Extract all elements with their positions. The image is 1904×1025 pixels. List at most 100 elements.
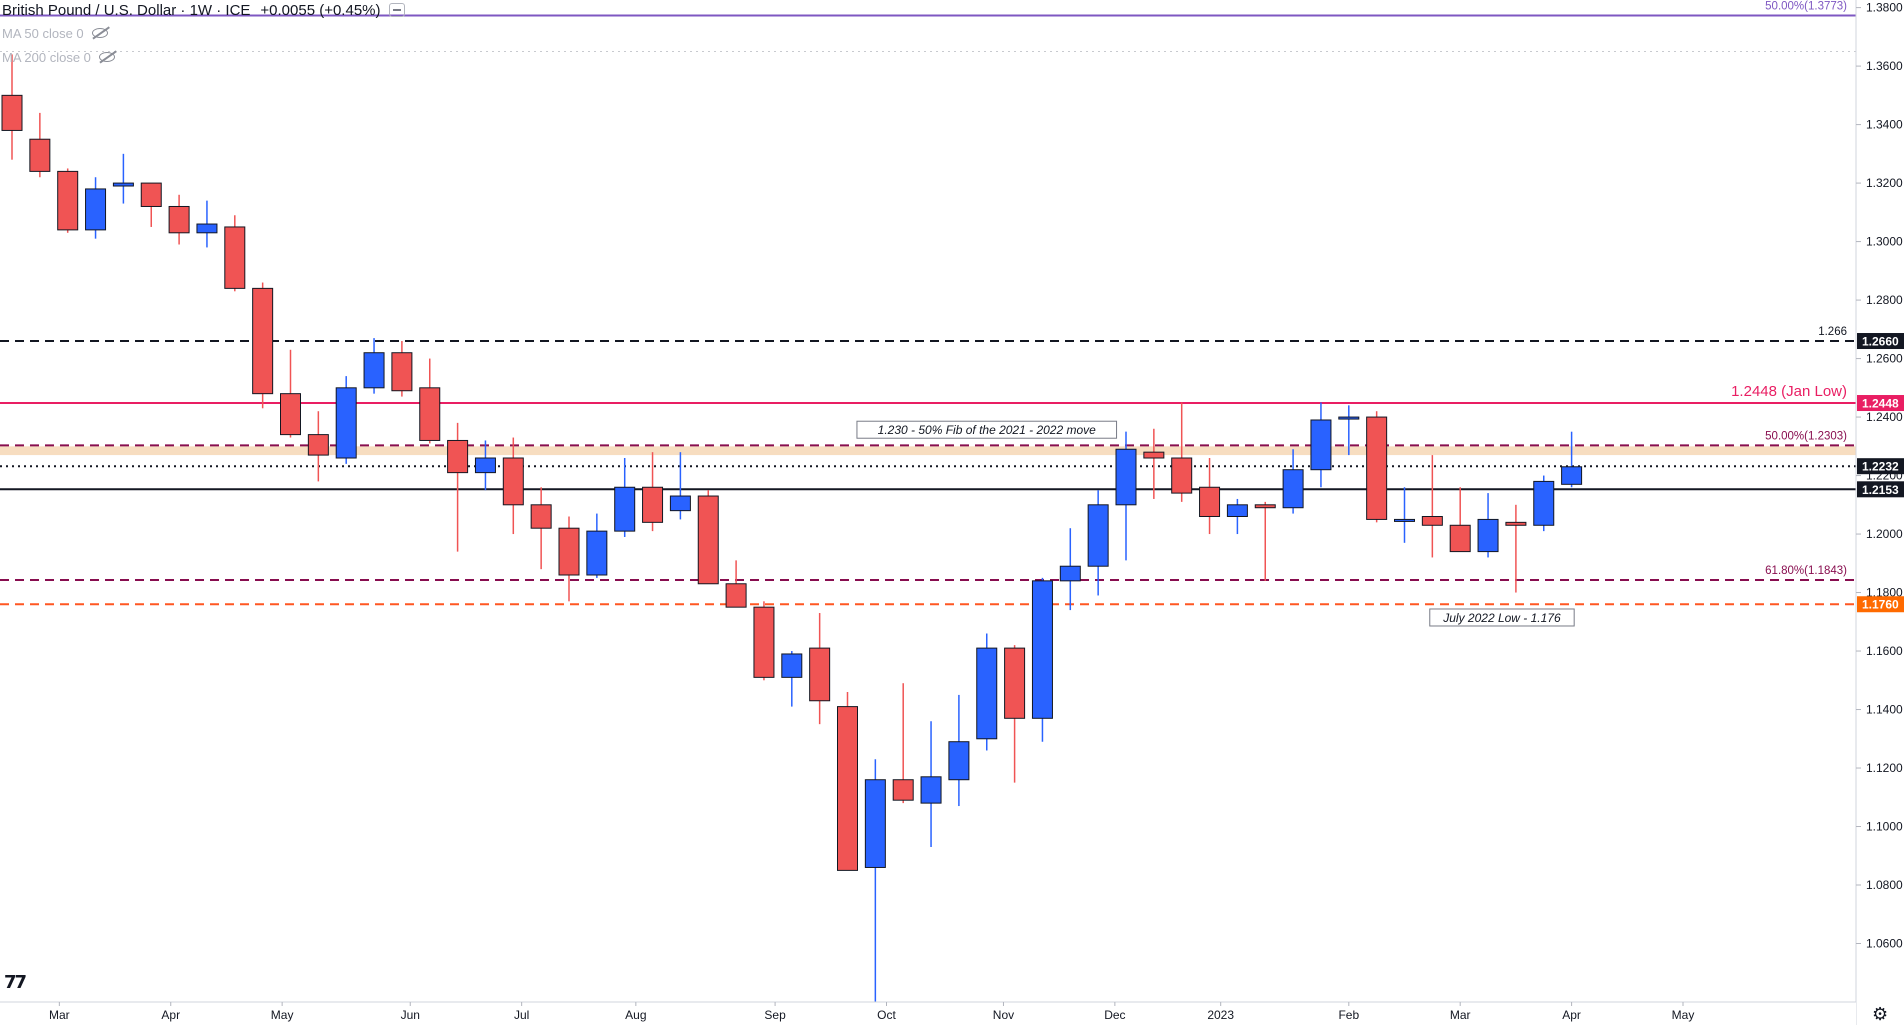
eye-hidden-icon[interactable]	[91, 28, 108, 38]
candle-body	[809, 647, 831, 702]
candle-body	[1366, 416, 1388, 520]
candle-body	[837, 706, 858, 871]
price-tick-label: 1.3800	[1866, 1, 1903, 15]
price-tick-label: 1.3200	[1866, 176, 1903, 190]
gear-icon[interactable]: ⚙	[1872, 1004, 1889, 1024]
time-tick-label: Dec	[1104, 1008, 1125, 1022]
collapse-icon[interactable]	[388, 3, 405, 18]
candle-body	[1087, 504, 1109, 567]
candle-body	[112, 182, 134, 187]
price-badge-label: 1.2232	[1862, 460, 1899, 474]
tradingview-logo-icon[interactable]: 77	[4, 972, 27, 993]
candle-body	[725, 583, 747, 608]
price-tick-label: 1.2400	[1866, 410, 1903, 424]
candle-body	[976, 647, 998, 740]
candle-body	[1, 94, 23, 131]
candle-body	[224, 226, 246, 289]
price-badge	[1857, 596, 1904, 613]
time-tick-label: Oct	[877, 1008, 896, 1022]
annotation-text: 1.230 - 50% Fib of the 2021 - 2022 move	[878, 423, 1096, 437]
price-badge-label: 1.1760	[1862, 598, 1899, 612]
candle-body	[85, 188, 107, 231]
candle-body	[1310, 419, 1332, 471]
price-tick-label: 1.3600	[1866, 59, 1903, 73]
time-tick-label: Jun	[401, 1008, 420, 1022]
candle-body	[1031, 580, 1053, 719]
annotation-box	[856, 420, 1118, 439]
fib-zone-band	[0, 446, 1856, 456]
candle-body	[781, 653, 803, 678]
candle-body	[363, 352, 385, 389]
candle-body	[419, 387, 441, 441]
price-tick-label: 1.2800	[1866, 293, 1903, 307]
candle-body	[140, 182, 162, 207]
candle-body	[1338, 416, 1360, 420]
price-tick-label: 1.1800	[1866, 586, 1903, 600]
price-tick-label: 1.2000	[1866, 527, 1903, 541]
level-label: 1.266	[1818, 326, 1847, 338]
time-tick-label: Aug	[625, 1008, 646, 1022]
candle-body	[447, 439, 469, 474]
candle-body	[307, 434, 329, 456]
time-axis-bg	[0, 1002, 1856, 1025]
indicator-ma200[interactable]: MA 200 close 0	[2, 50, 115, 65]
annotation-text: July 2022 Low - 1.176	[1442, 611, 1561, 625]
candle-body	[864, 779, 886, 868]
chart-header: British Pound / U.S. Dollar · 1W · ICE +0…	[2, 2, 405, 19]
candle-body	[1421, 516, 1443, 526]
time-tick-label: Mar	[1450, 1008, 1471, 1022]
candle-body	[892, 779, 914, 801]
candle-body	[1115, 448, 1137, 506]
candle-body	[1254, 504, 1276, 509]
price-tick-label: 1.3400	[1866, 118, 1903, 132]
candle-body	[1226, 504, 1248, 518]
indicator-ma50[interactable]: MA 50 close 0	[2, 26, 108, 41]
time-tick-label: Apr	[1562, 1008, 1581, 1022]
level-label: 1.2448 (Jan Low)	[1731, 383, 1847, 400]
candle-body	[1143, 451, 1165, 459]
candle-body	[1449, 524, 1471, 553]
candle-body	[530, 504, 552, 529]
price-tick-label: 1.1400	[1866, 703, 1903, 717]
candle-body	[391, 352, 413, 392]
level-label: 61.80%(1.1843)	[1765, 565, 1847, 577]
candle-body	[614, 486, 636, 532]
indicator-label: MA 200 close 0	[2, 50, 91, 65]
candle-body	[1171, 457, 1193, 494]
candle-body	[1477, 518, 1499, 553]
candle-body	[1533, 480, 1555, 526]
candle-body	[335, 387, 357, 459]
eye-hidden-icon[interactable]	[98, 52, 115, 62]
candle-body	[29, 138, 51, 172]
candle-body	[558, 527, 580, 576]
price-tick-label: 1.1600	[1866, 644, 1903, 658]
candle-body	[474, 457, 496, 474]
annotation-box	[1429, 608, 1575, 627]
price-tick-label: 1.3000	[1866, 235, 1903, 249]
price-tick-label: 1.1200	[1866, 761, 1903, 775]
candle-body	[1199, 486, 1221, 518]
candle-body	[252, 287, 274, 395]
candles	[1, 54, 1583, 1002]
time-tick-label: May	[1672, 1008, 1695, 1022]
level-label: 50.00%(1.2303)	[1765, 430, 1847, 442]
symbol-title[interactable]: British Pound / U.S. Dollar · 1W · ICE	[2, 2, 251, 19]
candle-body	[1561, 466, 1583, 485]
price-badge	[1857, 395, 1904, 412]
price-badge	[1857, 458, 1904, 475]
candle-body	[920, 776, 942, 804]
price-badge-label: 1.2448	[1862, 397, 1899, 411]
price-badge	[1857, 481, 1904, 498]
price-badge-label: 1.2660	[1862, 335, 1899, 349]
candle-body	[196, 223, 218, 234]
candle-body	[280, 393, 301, 436]
price-tick-label: 1.0600	[1866, 937, 1903, 951]
price-axis-bg	[1856, 0, 1904, 1025]
time-tick-label: Mar	[49, 1008, 70, 1022]
price-tick-label: 1.0800	[1866, 878, 1903, 892]
candle-body	[1282, 469, 1304, 509]
time-tick-label: Sep	[764, 1008, 786, 1022]
candle-body	[57, 170, 79, 231]
price-badge-label: 1.2153	[1862, 483, 1899, 497]
